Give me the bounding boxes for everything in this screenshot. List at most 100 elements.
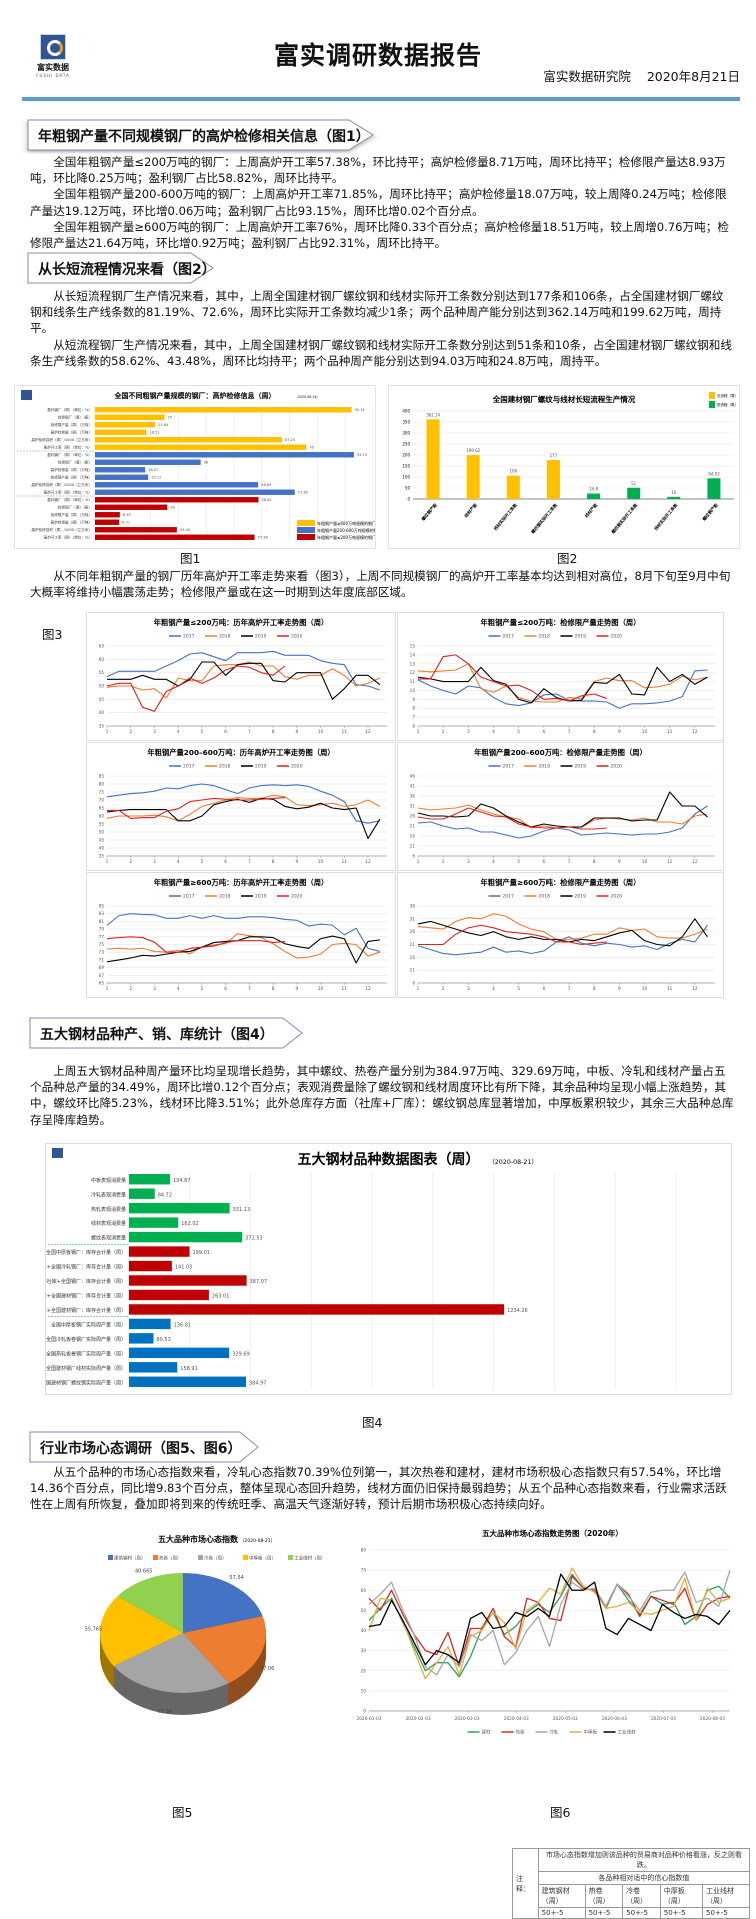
data-label: 10	[671, 490, 677, 495]
table-cell: 50+-5	[659, 1907, 704, 1919]
y-tick-label: 11	[410, 844, 416, 849]
figure-3b-chart: 年粗钢产量≤200万吨：检修限产量走势图（周）67891011121314151…	[397, 612, 724, 741]
series-line-2017	[417, 924, 708, 956]
table-cell: 50+-5	[537, 1907, 586, 1919]
chart-title: 五大品种市场心态指数	[158, 1534, 239, 1544]
org-name: 富实数据研究院	[543, 69, 631, 84]
legend-label: 2017	[503, 764, 515, 770]
y-tick-label: 16	[410, 955, 416, 960]
data-label: 8.71	[122, 521, 130, 525]
table-header: 工业线材（周）	[702, 1884, 750, 1908]
bar	[95, 407, 352, 413]
x-tick-label: 1	[417, 986, 420, 992]
x-tick-label: 9	[618, 729, 621, 735]
note-label: 注释：	[512, 1848, 539, 1919]
y-tick-label: 26	[410, 929, 416, 934]
category-label: 线材社库+全国建材钢厂：库存合计量（周）	[45, 1293, 126, 1300]
x-tick-label: 4	[177, 859, 180, 865]
bar	[95, 489, 295, 495]
data-label: 26	[170, 506, 175, 510]
y-tick-label: 400	[402, 409, 410, 414]
y-tick-label: 50	[99, 684, 105, 689]
legend-label: 2020	[611, 634, 623, 640]
y-tick-label: 46	[410, 774, 416, 779]
x-tick-label: 8	[593, 859, 596, 865]
bar	[506, 475, 520, 499]
y-tick-label: 45	[99, 838, 105, 843]
y-tick-label: 11	[410, 679, 416, 684]
legend-label: 2017	[503, 894, 515, 900]
table-header: 中厚板（周）	[659, 1884, 704, 1908]
data-label: 57.54	[230, 1575, 244, 1581]
data-label: 199.01	[192, 1250, 210, 1256]
x-tick-label: 11	[667, 986, 673, 992]
legend-label: 2017	[183, 634, 195, 640]
y-tick-label: 75	[99, 942, 105, 947]
series-line-热卷	[368, 1575, 731, 1668]
category-label: 检修限产量（周）（万吨）	[51, 422, 92, 427]
legend-swatch	[243, 1555, 248, 1560]
chart-title: 年粗钢产量200–600万吨：历年高炉开工率走势图（周）	[147, 748, 334, 757]
legend-label: 2019	[255, 894, 267, 900]
y-tick-label: 6	[412, 854, 415, 859]
x-tick-label: 9	[295, 986, 298, 992]
bar	[627, 487, 641, 499]
y-tick-label: 6	[412, 724, 415, 729]
bar	[129, 1333, 154, 1344]
chart-date: （2020-08-21）	[240, 1538, 275, 1544]
data-label: 199.62	[466, 448, 480, 453]
section-heading-text: 行业市场心态调研（图5、图6）	[40, 1441, 242, 1457]
figure-6-caption: 图6	[550, 1805, 571, 1820]
y-tick-label: 73	[99, 950, 105, 955]
data-label: 58.82	[262, 498, 272, 502]
y-tick-label: 300	[402, 431, 410, 436]
category-label: 盈利钢厂（周）（单位：%）	[47, 452, 92, 457]
legend-label: 中厚板	[584, 1729, 598, 1736]
series-line-2018	[417, 913, 708, 940]
y-tick-label: 350	[402, 420, 410, 425]
sentiment-note-table: 注释： 市场心态指数增加则该品种的贸易商对品种价格看涨，反之则看跌。 各品种相对…	[512, 1848, 751, 1919]
y-tick-label: 79	[99, 927, 105, 932]
report-date: 2020年8月21日	[646, 69, 740, 84]
section-5-text: 从五个品种的市场心态指数来看，冷轧心态指数70.39%位列第一，其次热卷和建材，…	[30, 1464, 734, 1513]
x-tick-label: 2020-07-03	[651, 1716, 676, 1722]
legend-label: 年粗钢产量≤200万吨规模的钢厂	[317, 534, 376, 540]
legend-label: 2018	[539, 634, 551, 640]
legend-label: 年粗钢产量≥600万吨规模的钢厂	[317, 520, 376, 526]
chart-title: 五大品种市场心态指数走势图（2020年）	[482, 1528, 623, 1538]
figure-2-chart: 全国建材钢厂螺纹与线材长短流程生产情况 长流程（周） 短流程（周） 0 50 100 150…	[388, 385, 740, 549]
y-tick-label: 36	[410, 794, 416, 799]
data-label: 80.53	[156, 1337, 170, 1343]
x-tick-label: 7	[568, 729, 571, 735]
x-tick-label: 6	[542, 729, 545, 735]
x-tick-label: 11	[667, 729, 673, 735]
data-label: 384.97	[249, 1380, 267, 1386]
bar	[129, 1376, 246, 1387]
y-tick-label: 70	[99, 798, 105, 803]
y-tick-label: 83	[99, 911, 105, 916]
x-tick-label: 5	[517, 859, 520, 865]
data-label: 84.72	[158, 1192, 172, 1198]
category-label: 高炉检修量（周）（万吨）	[51, 467, 92, 472]
paragraph: 从五个品种的市场心态指数来看，冷轧心态指数70.39%位列第一，其次热卷和建材，…	[30, 1465, 727, 1512]
data-label: 177	[550, 453, 558, 458]
x-tick-label: 12	[365, 729, 371, 735]
series-line-2020	[107, 797, 286, 819]
y-tick-label: 50	[405, 486, 411, 491]
legend-label: 工业线材（周）	[294, 1555, 326, 1562]
table-cell: 50+-5	[702, 1907, 750, 1919]
y-tick-label: 31	[410, 804, 416, 809]
series-line-2019	[107, 661, 381, 700]
bar	[129, 1217, 179, 1228]
x-tick-label: 3	[467, 986, 470, 992]
legend-swatch	[297, 527, 315, 533]
data-label: 8.93	[123, 513, 131, 517]
x-tick-label: 12	[692, 729, 698, 735]
x-tick-label: 4	[492, 986, 495, 992]
data-label: 57.06	[260, 1666, 274, 1672]
figure-3d-chart: 年粗钢产量200–600万吨：检修限产量走势图（周）61116212631364…	[397, 742, 724, 871]
figure-3e-chart: 年粗钢产量≥600万吨：历年高炉开工率走势图（周）656769717375777…	[86, 872, 396, 998]
y-tick-label: 40	[99, 710, 105, 715]
bar	[95, 414, 165, 420]
heading-arrow-frame	[28, 253, 213, 283]
